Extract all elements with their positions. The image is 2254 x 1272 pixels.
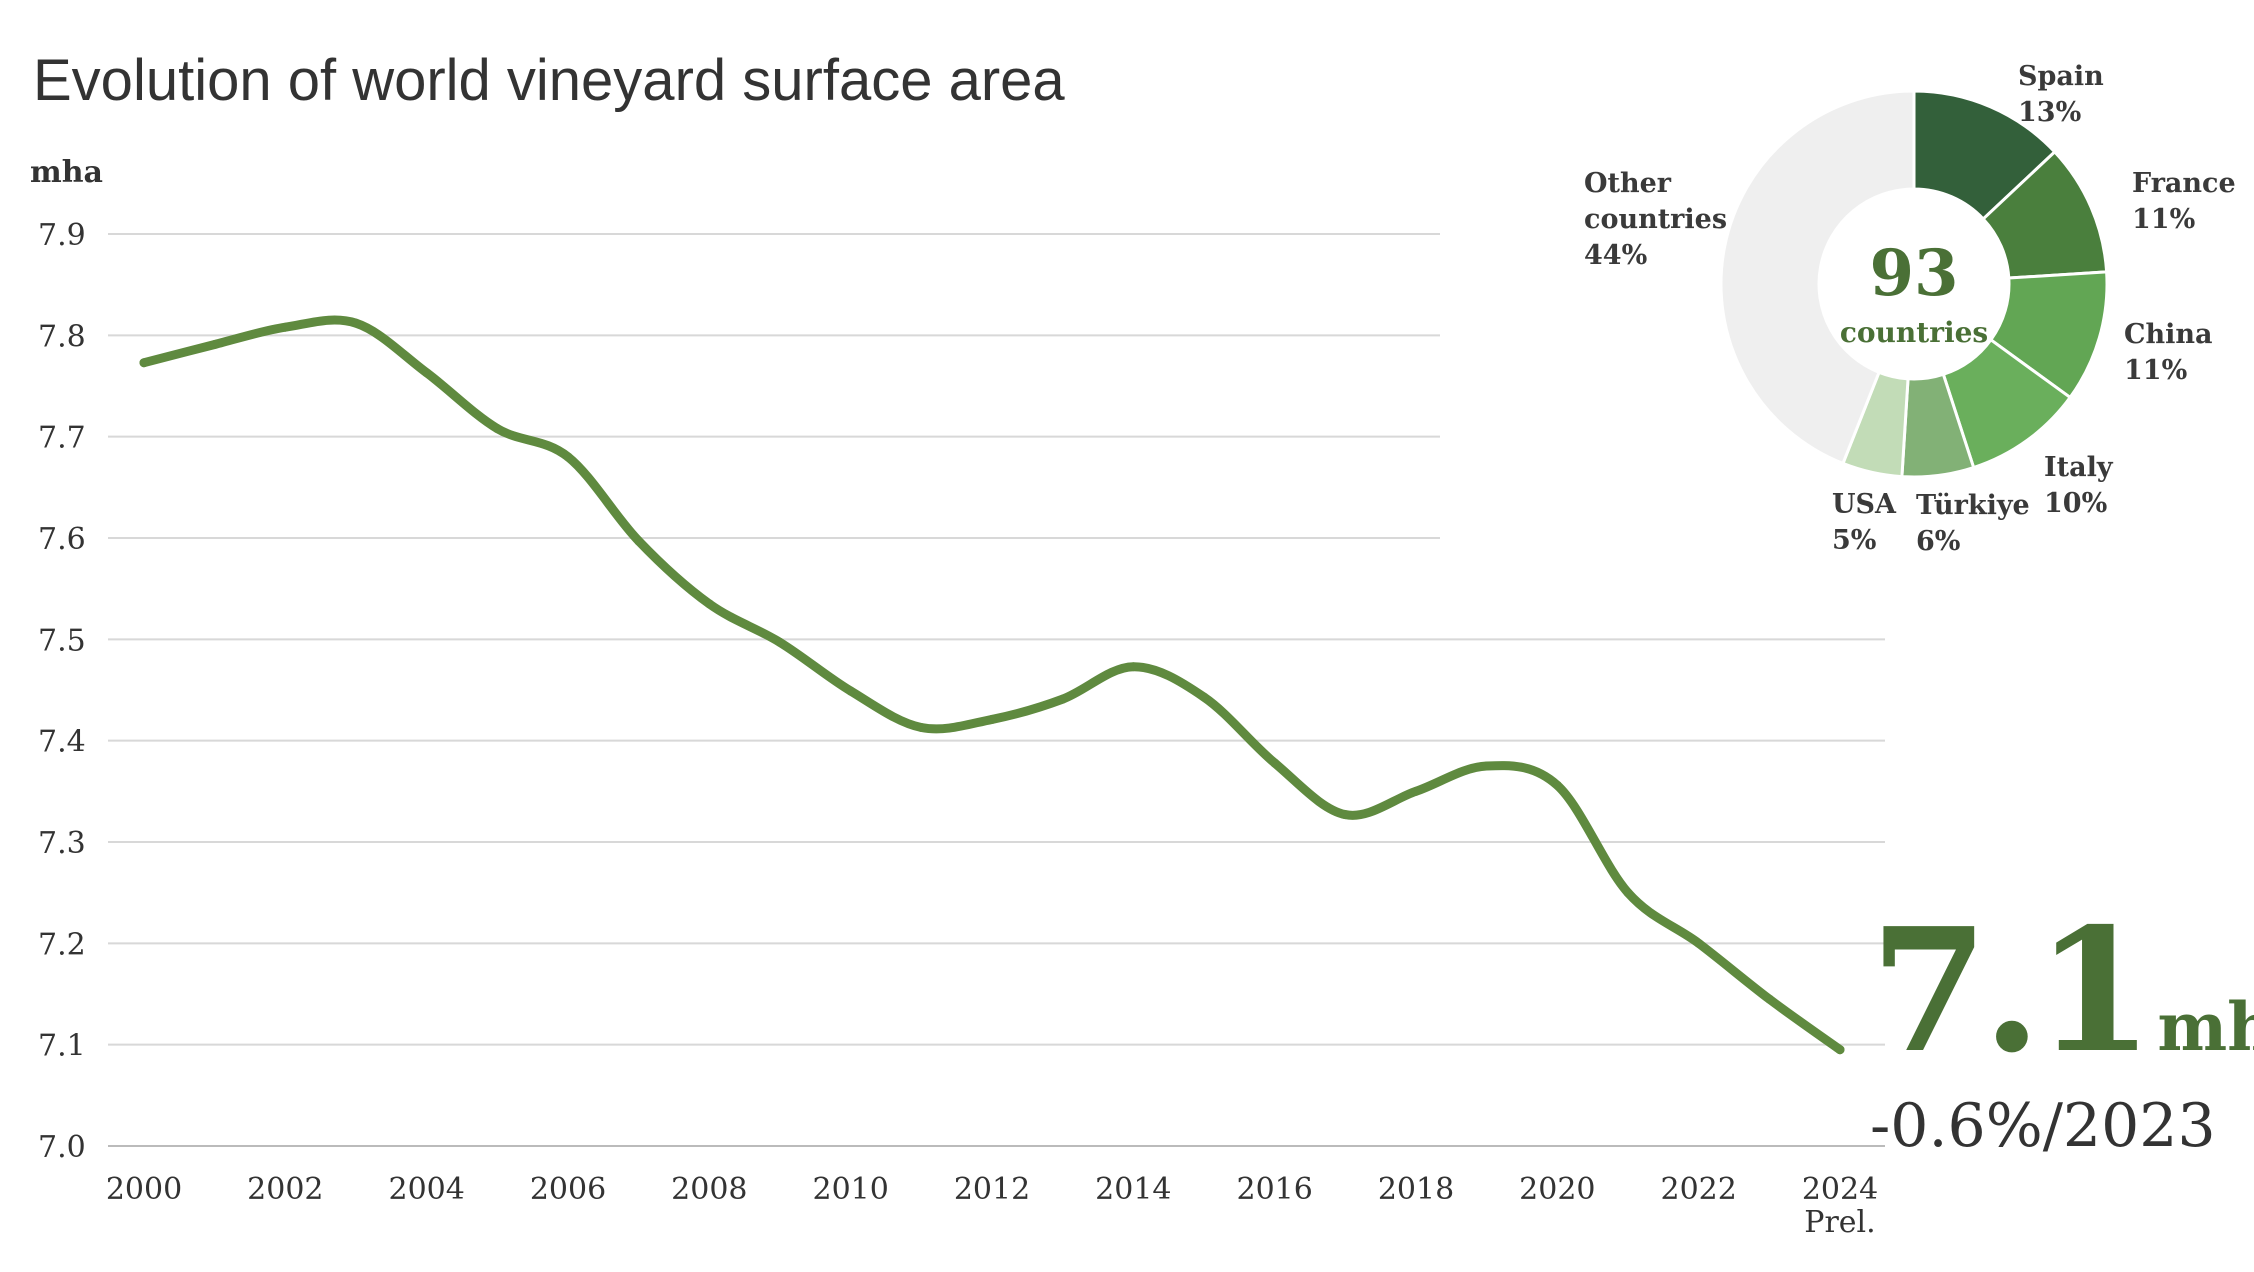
y-tick-label: 7.4	[38, 725, 86, 760]
donut-chart-countries	[1719, 89, 2109, 479]
data-point-2017	[1340, 810, 1350, 820]
donut-label-pct: 44%	[1584, 240, 1647, 271]
series-line-vineyard-area	[139, 315, 1845, 1055]
x-tick-label: 2002	[247, 1172, 323, 1207]
data-point-2023	[1764, 994, 1774, 1004]
y-axis-ticks: 7.9 7.8 7.7 7.6 7.5 7.4 7.3 7.2 7.1 7.0	[38, 218, 86, 1165]
x-tick-label: 2016	[1236, 1172, 1312, 1207]
data-point-2011	[916, 722, 926, 732]
grid-lines	[108, 233, 1885, 1147]
data-point-2022	[1694, 938, 1704, 948]
donut-label: China 11%	[2124, 319, 2213, 386]
x-tick-label: 2008	[671, 1172, 747, 1207]
donut-center-value: 93	[1869, 236, 1958, 311]
x-tick-label: 2010	[812, 1172, 888, 1207]
donut-label-name: Italy	[2044, 452, 2114, 483]
data-point-2014	[1128, 662, 1138, 672]
donut-label-pct: 11%	[2124, 355, 2187, 386]
donut-label-name: countries	[1584, 204, 1727, 235]
y-tick-label: 7.2	[38, 927, 86, 962]
data-point-2016	[1270, 758, 1280, 768]
donut-slice-other-countries	[1719, 89, 1916, 466]
x-axis-ticks: 2000 2002 2004 2006 2008 2010 2012 2014 2016 2018…	[106, 1172, 1878, 1207]
y-axis-unit-label: mha	[30, 155, 103, 190]
series-points	[139, 318, 1845, 1055]
x-tick-label: 2020	[1519, 1172, 1595, 1207]
data-point-2004	[422, 368, 432, 378]
x-tick-label: 2012	[954, 1172, 1030, 1207]
x-tick-label: 2022	[1660, 1172, 1736, 1207]
donut-label: Italy 10%	[2044, 452, 2114, 519]
donut-label-pct: 13%	[2018, 97, 2081, 128]
donut-labels: Spain 13% France 11% China 11% Italy 10% Türkiye…	[1584, 61, 2236, 557]
donut-center-label: countries	[1840, 316, 1988, 349]
donut-label: Spain 13%	[2018, 61, 2104, 128]
data-point-2010	[846, 686, 856, 696]
y-tick-label: 7.7	[38, 421, 86, 456]
data-point-2002	[280, 322, 290, 332]
donut-label: Türkiye 6%	[1916, 490, 2030, 557]
highlight-change: -0.6%/2023	[1870, 1091, 2216, 1161]
data-point-2021	[1623, 888, 1633, 898]
data-point-2020	[1552, 780, 1562, 790]
data-point-2008	[704, 599, 714, 609]
x-tick-label: 2006	[530, 1172, 606, 1207]
x-tick-label: 2004	[388, 1172, 464, 1207]
data-point-2006	[563, 452, 573, 462]
donut-label: Other countries 44%	[1584, 168, 1727, 271]
donut-label-name: USA	[1832, 489, 1897, 520]
donut-label-pct: 10%	[2044, 488, 2107, 519]
x-tick-label: 2024	[1802, 1172, 1878, 1207]
data-point-2018	[1411, 786, 1421, 796]
donut-label-name: Spain	[2018, 61, 2104, 92]
highlight-value: 7.1	[1870, 891, 2148, 1091]
data-point-2012	[987, 714, 997, 724]
y-tick-label: 7.5	[38, 623, 86, 658]
donut-label-name: Türkiye	[1916, 490, 2030, 521]
donut-label-name: Other	[1584, 168, 1672, 199]
y-tick-label: 7.8	[38, 319, 86, 354]
y-tick-label: 7.1	[38, 1029, 86, 1064]
donut-label-name: France	[2132, 168, 2236, 199]
data-point-2013	[1058, 694, 1068, 704]
y-tick-label: 7.6	[38, 522, 86, 557]
highlight-callout: 7.1 mha	[1870, 891, 2254, 1091]
data-point-2001	[210, 339, 220, 349]
data-point-2007	[634, 536, 644, 546]
donut-label: France 11%	[2132, 168, 2236, 235]
donut-label-pct: 11%	[2132, 204, 2195, 235]
data-point-2005	[492, 424, 502, 434]
donut-label-pct: 6%	[1916, 526, 1960, 557]
highlight-unit: mha	[2157, 988, 2254, 1066]
data-point-2000	[139, 358, 149, 368]
donut-label-name: China	[2124, 319, 2213, 350]
donut-label: USA 5%	[1832, 489, 1897, 556]
x-tick-label: 2018	[1378, 1172, 1454, 1207]
y-tick-label: 7.9	[38, 218, 86, 253]
data-point-2015	[1199, 692, 1209, 702]
chart-title: Evolution of world vineyard surface area	[33, 48, 1065, 113]
data-point-2009	[775, 637, 785, 647]
x-tick-note-preliminary: Prel.	[1804, 1205, 1875, 1240]
data-point-2019	[1482, 761, 1492, 771]
data-point-2003	[351, 318, 361, 328]
y-tick-label: 7.0	[38, 1130, 86, 1165]
data-point-2024	[1835, 1045, 1845, 1055]
y-tick-label: 7.3	[38, 826, 86, 861]
x-tick-label: 2000	[106, 1172, 182, 1207]
x-tick-label: 2014	[1095, 1172, 1171, 1207]
donut-label-pct: 5%	[1832, 525, 1876, 556]
